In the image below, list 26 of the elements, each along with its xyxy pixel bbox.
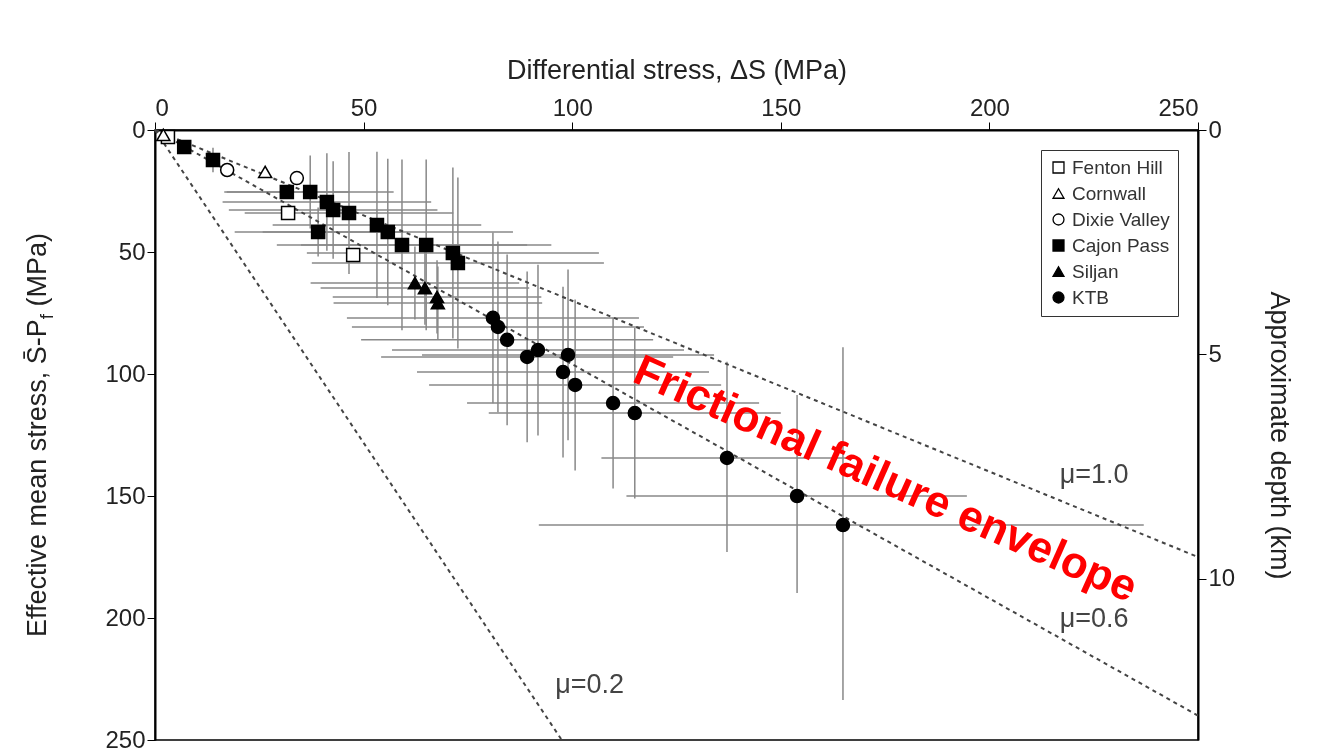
x-axis-title: Differential stress, ΔS (MPa) [506,54,848,85]
y2-axis-title: Approximate depth (km) [1265,291,1296,580]
y2-tick-label: 5 [1208,339,1222,367]
legend-label: Cajon Pass [1072,234,1170,256]
y2-tick-label: 0 [1208,115,1222,143]
x-tick-label: 100 [552,93,593,121]
x-tick-label: 50 [350,93,378,121]
y-tick-label: 250 [105,725,146,751]
series-label: μ=0.2 [555,669,625,700]
y2-tick-label: 10 [1208,564,1236,592]
x-tick-label: 250 [1158,93,1199,121]
x-tick-label: 0 [155,93,169,121]
y-tick-label: 100 [105,359,146,387]
y-tick-label: 150 [105,481,146,509]
y-tick-label: 200 [105,603,146,631]
x-tick-label: 150 [761,93,802,121]
series-label: μ=1.0 [1059,458,1129,489]
y-tick-label: 50 [118,237,146,265]
legend-label: Fenton Hill [1072,156,1163,178]
series-label: μ=0.6 [1059,602,1129,633]
y-tick-label: 0 [132,115,146,143]
legend-label: Dixie Valley [1072,208,1171,230]
legend-label: Siljan [1072,260,1119,282]
legend-label: KTB [1072,286,1109,308]
x-tick-label: 200 [969,93,1010,121]
legend-label: Cornwall [1072,182,1146,204]
